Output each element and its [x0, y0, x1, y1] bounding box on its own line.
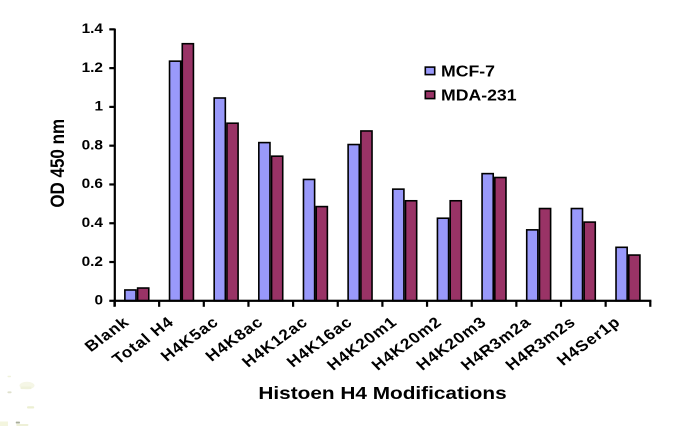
- svg-text:MDA-231: MDA-231: [441, 87, 517, 105]
- svg-text:Histoen H4 Modifications: Histoen H4 Modifications: [258, 383, 506, 403]
- svg-text:1: 1: [94, 99, 103, 114]
- svg-text:1.2: 1.2: [82, 61, 103, 76]
- svg-text:0.2: 0.2: [82, 255, 103, 270]
- svg-text:0.4: 0.4: [82, 216, 103, 231]
- svg-text:MCF-7: MCF-7: [441, 62, 495, 80]
- svg-text:0.8: 0.8: [82, 138, 103, 153]
- svg-text:1.4: 1.4: [82, 22, 103, 37]
- svg-text:0.6: 0.6: [82, 177, 103, 192]
- svg-text:0: 0: [94, 293, 103, 308]
- svg-text:OD 450 nm: OD 450 nm: [47, 119, 68, 208]
